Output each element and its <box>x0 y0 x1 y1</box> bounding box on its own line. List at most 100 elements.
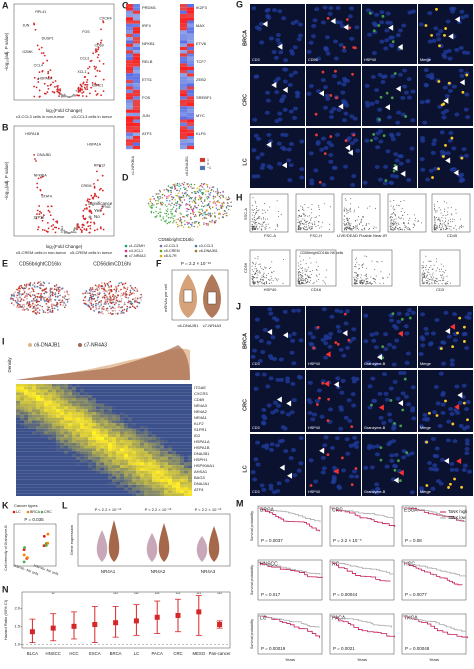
heatmap-cell <box>172 423 176 426</box>
event <box>303 223 305 225</box>
umap-point <box>133 289 136 292</box>
umap-point <box>155 215 157 218</box>
volcano-point <box>94 82 97 85</box>
heatmap-cell <box>116 470 120 474</box>
heatmap-cell <box>152 442 156 446</box>
volcano-point <box>95 94 98 96</box>
arrowhead <box>338 103 344 110</box>
heatmap-cell <box>52 470 56 474</box>
heatmap-cell <box>136 434 140 438</box>
heatmap-cell <box>136 406 140 410</box>
umap-point <box>218 201 221 204</box>
legend-swatch <box>124 244 128 248</box>
umap-point <box>117 306 120 309</box>
label: 0 <box>207 162 209 166</box>
heatmap-cell <box>84 454 88 457</box>
heatmap-cell <box>64 392 68 396</box>
event <box>391 216 393 218</box>
event <box>256 222 258 224</box>
heatmap-cell <box>133 142 140 146</box>
nucleus <box>459 177 465 182</box>
label: NR4A2 <box>151 569 166 574</box>
nucleus <box>259 152 265 157</box>
umap-point <box>36 285 39 288</box>
event <box>398 224 400 226</box>
umap-point <box>190 216 192 219</box>
nucleus <box>268 36 274 41</box>
heatmap-cell <box>32 490 36 494</box>
label: −log₁₀(adj. P value) <box>4 161 9 200</box>
nucleus <box>424 331 430 336</box>
heatmap-cell <box>100 487 104 491</box>
nucleus <box>445 19 451 24</box>
heatmap-cell <box>100 437 104 440</box>
heatmap-cell <box>140 437 144 440</box>
heatmap-cell <box>20 479 24 482</box>
umap-point <box>51 294 54 297</box>
nucleus <box>419 424 425 429</box>
heatmap-cell <box>80 409 84 412</box>
heatmap-cell <box>40 426 44 429</box>
volcano-point <box>83 207 86 210</box>
umap-point <box>214 220 217 222</box>
heatmap-cell <box>128 479 132 482</box>
umap-point <box>89 308 92 311</box>
heatmap-cell <box>176 490 180 494</box>
nucleus <box>404 331 410 336</box>
heatmap-cell <box>180 437 184 440</box>
heatmap-cell <box>184 420 188 424</box>
heatmap-cell <box>24 437 28 440</box>
heatmap-cell <box>187 139 194 143</box>
heatmap-cell <box>76 470 80 474</box>
umap-point <box>123 283 125 286</box>
box <box>183 289 193 303</box>
nucleus <box>419 157 425 162</box>
nucleus <box>449 461 455 466</box>
heatmap-cell <box>136 445 140 449</box>
volcano-point <box>88 92 91 95</box>
nucleus <box>364 83 370 88</box>
umap-point <box>111 313 114 315</box>
heatmap-cell <box>140 398 144 401</box>
heatmap-cell <box>52 409 56 412</box>
event <box>348 224 350 226</box>
heatmap-cell <box>20 462 24 466</box>
nucleus <box>264 443 270 448</box>
nucleus <box>445 151 451 156</box>
umap-point <box>205 210 207 212</box>
heatmap-cell <box>64 468 68 471</box>
heatmap-cell <box>180 451 184 454</box>
nucleus <box>321 307 327 312</box>
heatmap-cell <box>84 437 88 440</box>
heatmap-cell <box>60 484 64 488</box>
heatmap-cell <box>40 468 44 471</box>
heatmap-cell <box>96 406 100 410</box>
heatmap-cell <box>187 112 194 117</box>
heatmap-cell <box>168 459 172 463</box>
heatmap-cell <box>104 493 108 496</box>
heatmap-cell <box>20 426 24 429</box>
volcano-point <box>33 153 36 156</box>
volcano-point <box>89 60 92 63</box>
heatmap-cell <box>80 398 84 401</box>
nucleus <box>374 88 380 93</box>
heatmap-cell <box>52 389 56 393</box>
volcano-point <box>80 84 83 87</box>
umap-point <box>185 193 187 195</box>
stain-signal <box>385 91 389 95</box>
umap-point <box>213 222 216 224</box>
heatmap-cell <box>168 431 172 435</box>
heatmap-cell <box>48 479 52 482</box>
umap-point <box>203 212 205 214</box>
umap-point <box>50 300 52 302</box>
heatmap-cell <box>56 386 60 390</box>
umap-point <box>159 214 161 217</box>
heatmap-cell <box>92 479 96 482</box>
heatmap-cell <box>180 414 184 418</box>
heatmap-cell <box>126 96 133 100</box>
heatmap-cell <box>136 386 140 390</box>
event <box>300 205 302 207</box>
heatmap-cell <box>16 484 20 488</box>
heatmap-cell <box>132 487 136 491</box>
heatmap-cell <box>108 428 112 432</box>
